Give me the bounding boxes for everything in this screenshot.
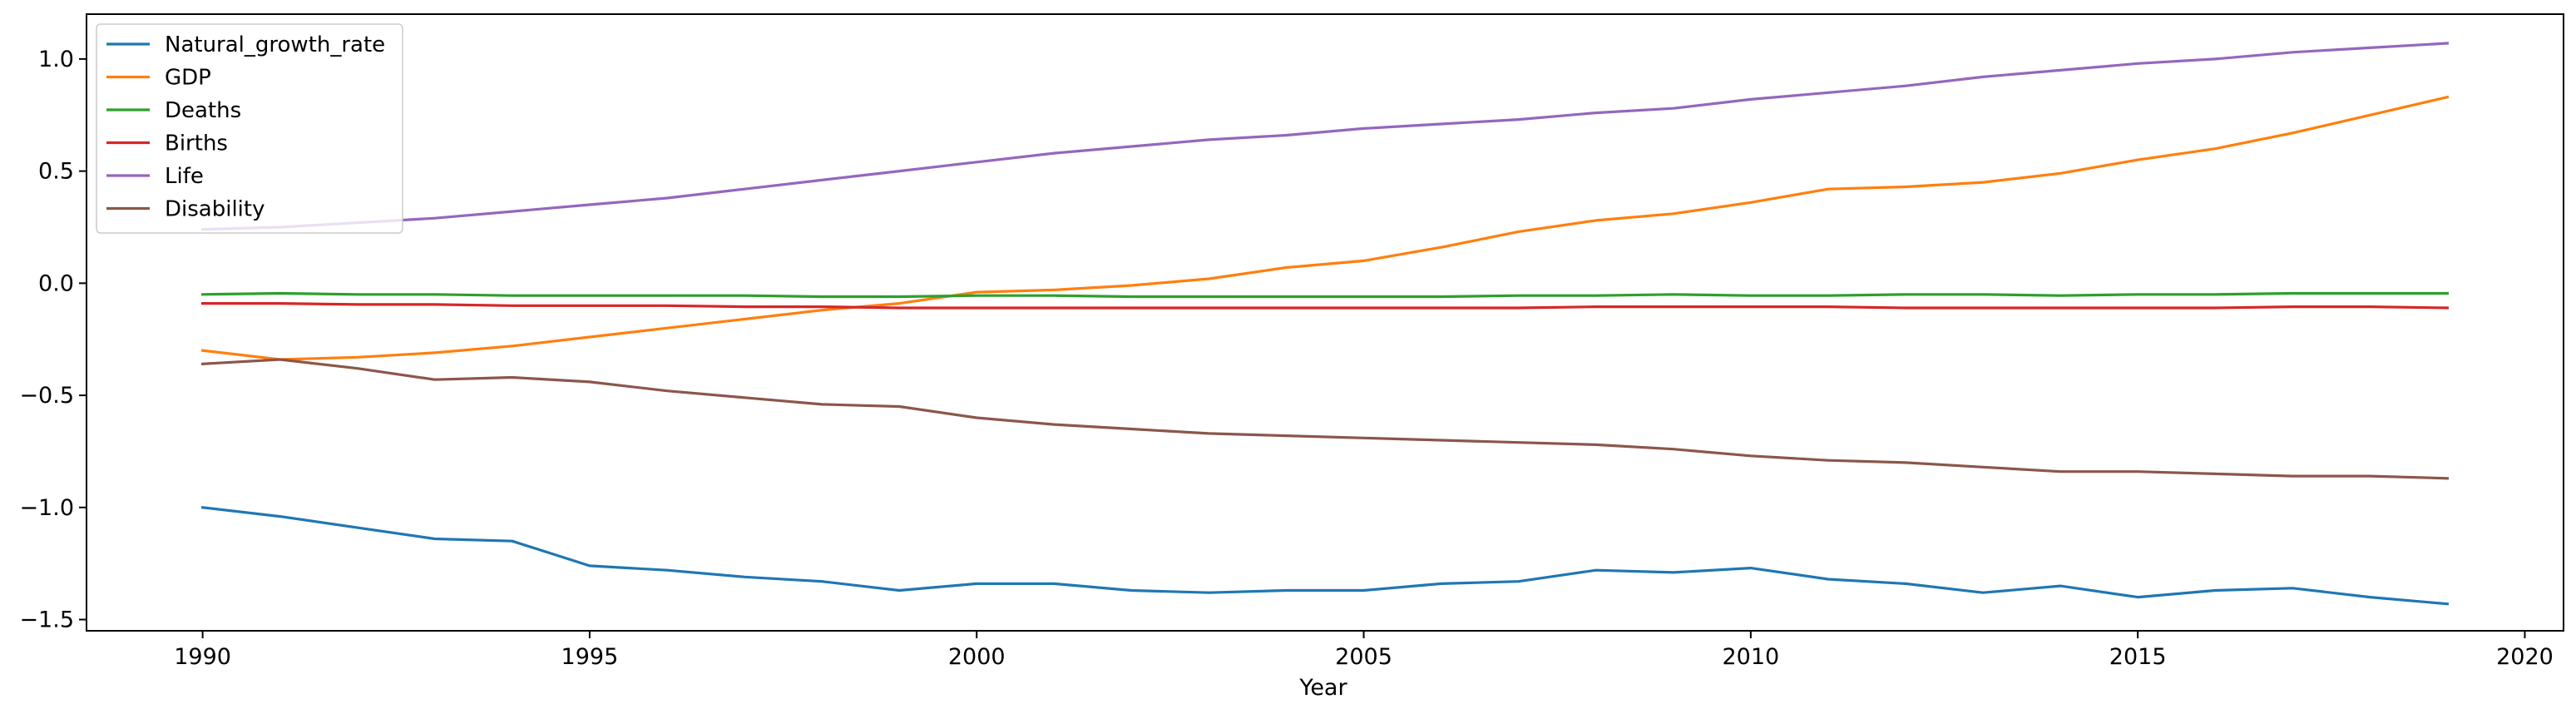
legend-label: Births <box>165 131 228 156</box>
y-tick-label: 1.0 <box>38 47 74 72</box>
x-tick-label: 2015 <box>2109 644 2167 670</box>
series-line-disability <box>200 358 2450 480</box>
x-tick-label: 1990 <box>174 644 231 670</box>
legend-label: Life <box>165 164 204 189</box>
series-line-life <box>200 42 2450 231</box>
x-axis-label: Year <box>1298 675 1347 701</box>
legend-label: Disability <box>165 197 265 222</box>
legend-label: Natural_growth_rate <box>165 32 385 57</box>
series-line-deaths <box>200 291 2449 299</box>
y-tick-label: 0.5 <box>38 159 74 185</box>
ticks-layer: 1990 1995 2000 2005 2010 2015 2020 −1.5 −1.0 −0.5… <box>19 47 2553 670</box>
x-tick-label: 2000 <box>948 644 1006 670</box>
legend: Natural_growth_rate GDP Deaths Births Life Di… <box>96 23 403 234</box>
legend-box <box>96 23 403 234</box>
y-tick-label: −1.0 <box>19 495 74 521</box>
legend-label: GDP <box>165 66 211 91</box>
x-tick-label: 2005 <box>1335 644 1392 670</box>
plot-frame <box>86 13 2564 632</box>
y-tick-label: 0.0 <box>38 270 74 296</box>
x-tick-label: 1995 <box>561 644 619 670</box>
y-tick-label: −0.5 <box>19 383 74 409</box>
series-layer <box>200 42 2450 606</box>
x-tick-label: 2020 <box>2496 644 2554 670</box>
x-tick-label: 2010 <box>1722 644 1779 670</box>
legend-label: Deaths <box>165 98 241 123</box>
series-line-births <box>201 302 2450 310</box>
series-line-gdp <box>200 95 2450 361</box>
y-tick-label: −1.5 <box>19 607 74 633</box>
series-line-natural-growth-rate <box>200 506 2450 606</box>
